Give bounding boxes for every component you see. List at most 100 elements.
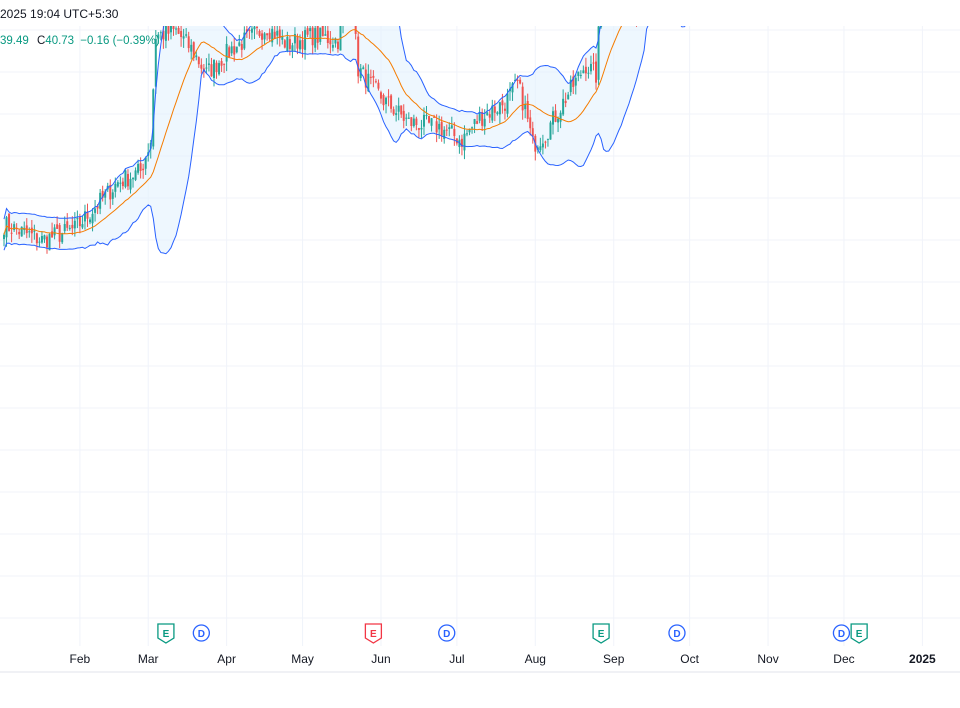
candle	[579, 70, 582, 79]
candle	[420, 119, 423, 138]
candle	[215, 60, 218, 79]
dividend-marker: D	[832, 624, 851, 642]
candle	[417, 127, 420, 138]
candle	[549, 120, 552, 140]
candle	[481, 108, 484, 132]
candle	[435, 114, 438, 143]
candle	[587, 66, 590, 79]
candle	[541, 134, 544, 155]
candle	[546, 138, 549, 147]
candle	[20, 226, 23, 237]
candle	[491, 99, 494, 123]
candle	[412, 114, 415, 128]
svg-text:D: D	[838, 629, 845, 640]
candle	[258, 29, 261, 38]
x-tick-label: Sep	[603, 652, 625, 666]
candle	[385, 96, 388, 114]
candle	[38, 237, 41, 248]
candle	[223, 63, 226, 74]
bollinger-band-fill	[4, 0, 717, 254]
ohlc-legend: 39.49 C40.73 −0.16 (−0.39%)	[0, 35, 160, 47]
candle	[539, 137, 542, 153]
candle	[266, 33, 269, 41]
candle	[584, 57, 587, 82]
candle	[164, 25, 167, 49]
candle	[445, 124, 448, 137]
candle	[35, 232, 38, 251]
candle	[407, 112, 410, 119]
candle	[51, 222, 54, 238]
candle	[271, 22, 274, 47]
x-tick-label: Feb	[70, 652, 91, 666]
candle	[488, 109, 491, 124]
x-tick-label: Oct	[680, 652, 699, 666]
candle	[61, 232, 64, 245]
candle	[89, 217, 92, 225]
earnings-marker: E	[157, 623, 175, 644]
time-axis[interactable]: Feb Mar Apr May Jun Jul Aug Sep Oct Nov Dec 2025	[70, 652, 937, 666]
candle	[524, 95, 527, 119]
candle	[157, 32, 160, 44]
candle	[10, 223, 13, 243]
candle	[311, 21, 314, 55]
dividend-marker: D	[192, 624, 210, 642]
candle	[132, 177, 135, 188]
candle	[73, 212, 76, 237]
x-tick-label: Aug	[525, 652, 546, 666]
candle	[463, 125, 466, 160]
svg-text:E: E	[856, 629, 863, 640]
candle	[30, 219, 33, 243]
svg-text:E: E	[370, 629, 377, 640]
candle	[218, 60, 221, 76]
candle	[400, 105, 403, 118]
candle	[476, 115, 479, 125]
close-label: C	[36, 35, 46, 47]
candle	[319, 27, 322, 45]
candle	[450, 116, 453, 129]
candle	[187, 31, 190, 53]
candle	[293, 27, 296, 52]
candle	[336, 38, 339, 53]
candle	[116, 180, 119, 188]
candle	[395, 105, 398, 122]
candle	[428, 115, 431, 124]
dividend-marker: D	[438, 624, 456, 642]
candle	[207, 53, 210, 72]
candle	[154, 30, 157, 94]
candle	[3, 232, 5, 247]
candle	[40, 231, 43, 244]
candle	[326, 24, 329, 49]
candle	[243, 26, 246, 51]
candle	[281, 29, 284, 45]
candle	[460, 134, 463, 156]
candle	[379, 90, 382, 104]
candle	[390, 93, 393, 113]
candle	[478, 106, 481, 124]
candle	[387, 89, 390, 107]
x-tick-label: 2025	[909, 652, 936, 666]
svg-text:E: E	[163, 629, 170, 640]
candle	[250, 25, 253, 40]
candle	[374, 78, 377, 84]
candle	[200, 58, 203, 74]
candle	[519, 77, 522, 85]
candle	[182, 28, 185, 48]
earnings-marker: E	[592, 623, 610, 644]
candle	[144, 156, 147, 175]
candle	[225, 36, 228, 72]
candle	[503, 102, 506, 120]
candle	[592, 53, 595, 71]
candle	[276, 23, 279, 45]
candle	[197, 56, 200, 68]
header-datetime: 2025 19:04 UTC+5:30	[0, 7, 119, 21]
candle	[595, 53, 598, 90]
chart-header: 2025 19:04 UTC+5:30	[0, 0, 960, 26]
candle	[529, 109, 532, 136]
candle	[372, 70, 375, 88]
bollinger-bands	[3, 0, 717, 255]
candle	[220, 57, 223, 72]
candle	[210, 57, 213, 77]
candle	[68, 224, 71, 231]
